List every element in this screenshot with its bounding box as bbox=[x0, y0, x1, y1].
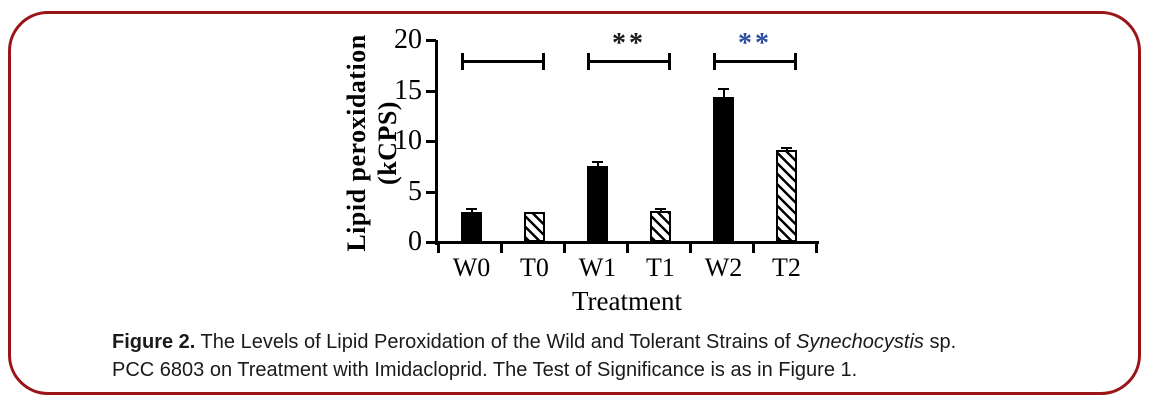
bar-W2 bbox=[713, 96, 734, 242]
x-category-label-T2: T2 bbox=[772, 253, 801, 282]
y-tick bbox=[426, 190, 436, 194]
error-bar-W1 bbox=[596, 162, 599, 167]
x-category-label-W0: W0 bbox=[452, 253, 491, 282]
y-tick bbox=[426, 39, 436, 42]
caption-text: The Levels of Lipid Peroxidation of the … bbox=[195, 331, 797, 353]
significance-bracket-end bbox=[541, 53, 545, 70]
x-tick bbox=[626, 244, 629, 253]
y-tick-label: 5 bbox=[408, 175, 422, 207]
bar-T1 bbox=[650, 210, 671, 242]
x-tick bbox=[689, 244, 692, 253]
error-bar-cap-T2 bbox=[781, 147, 792, 150]
significance-bracket-end bbox=[586, 53, 590, 70]
y-axis-title-line1: Lipid peroxidation bbox=[342, 34, 371, 252]
caption-species-name: Synechocystis bbox=[796, 331, 924, 353]
x-category-label-T0: T0 bbox=[520, 253, 549, 282]
significance-bracket-2 bbox=[586, 60, 671, 63]
error-bar-cap-W1 bbox=[592, 161, 603, 164]
significance-bracket-end bbox=[793, 53, 797, 70]
x-category-label-W2: W2 bbox=[704, 253, 743, 282]
x-tick bbox=[437, 244, 440, 253]
x-tick bbox=[500, 244, 503, 253]
y-tick bbox=[426, 89, 436, 93]
x-tick bbox=[563, 244, 566, 253]
x-tick bbox=[815, 244, 818, 253]
bar-T0 bbox=[524, 211, 545, 242]
x-category-label-T1: T1 bbox=[646, 253, 675, 282]
significance-bracket-end bbox=[460, 53, 464, 70]
error-bar-cap-T1 bbox=[655, 207, 666, 210]
bar-W0 bbox=[461, 211, 482, 242]
significance-bracket-end bbox=[712, 53, 716, 70]
error-bar-W2 bbox=[722, 89, 725, 97]
significance-bracket-end bbox=[667, 53, 671, 70]
error-bar-W0 bbox=[470, 209, 473, 212]
caption-figure-label: Figure 2. bbox=[112, 331, 196, 353]
significance-stars-2: ** bbox=[612, 28, 646, 59]
caption-text-suffix: sp. bbox=[923, 331, 957, 353]
x-tick bbox=[752, 244, 755, 253]
y-tick bbox=[426, 241, 436, 244]
x-axis-title: Treatment bbox=[572, 286, 682, 316]
y-tick-label: 0 bbox=[408, 226, 422, 257]
bar-T2 bbox=[776, 150, 797, 242]
y-tick-label: 10 bbox=[394, 125, 422, 156]
x-axis-line bbox=[435, 241, 819, 244]
y-tick bbox=[426, 140, 436, 143]
y-tick-label: 15 bbox=[394, 74, 422, 106]
significance-bracket-1 bbox=[460, 60, 545, 63]
error-bar-cap-W2 bbox=[718, 88, 729, 91]
error-bar-cap-W0 bbox=[466, 208, 477, 211]
bar-W1 bbox=[587, 166, 608, 242]
caption-line-1: Figure 2. The Levels of Lipid Peroxidati… bbox=[112, 328, 1072, 356]
figure-caption: Figure 2. The Levels of Lipid Peroxidati… bbox=[112, 328, 1072, 384]
y-tick-label: 20 bbox=[394, 24, 422, 55]
figure-border bbox=[8, 11, 1141, 395]
significance-bracket-3 bbox=[712, 60, 797, 63]
caption-line-2: PCC 6803 on Treatment with Imidacloprid.… bbox=[112, 359, 858, 381]
y-axis-line bbox=[435, 40, 438, 245]
x-category-label-W1: W1 bbox=[578, 253, 617, 282]
error-bar-T1 bbox=[659, 208, 662, 211]
significance-stars-3: ** bbox=[738, 28, 772, 59]
error-bar-T2 bbox=[785, 148, 788, 151]
